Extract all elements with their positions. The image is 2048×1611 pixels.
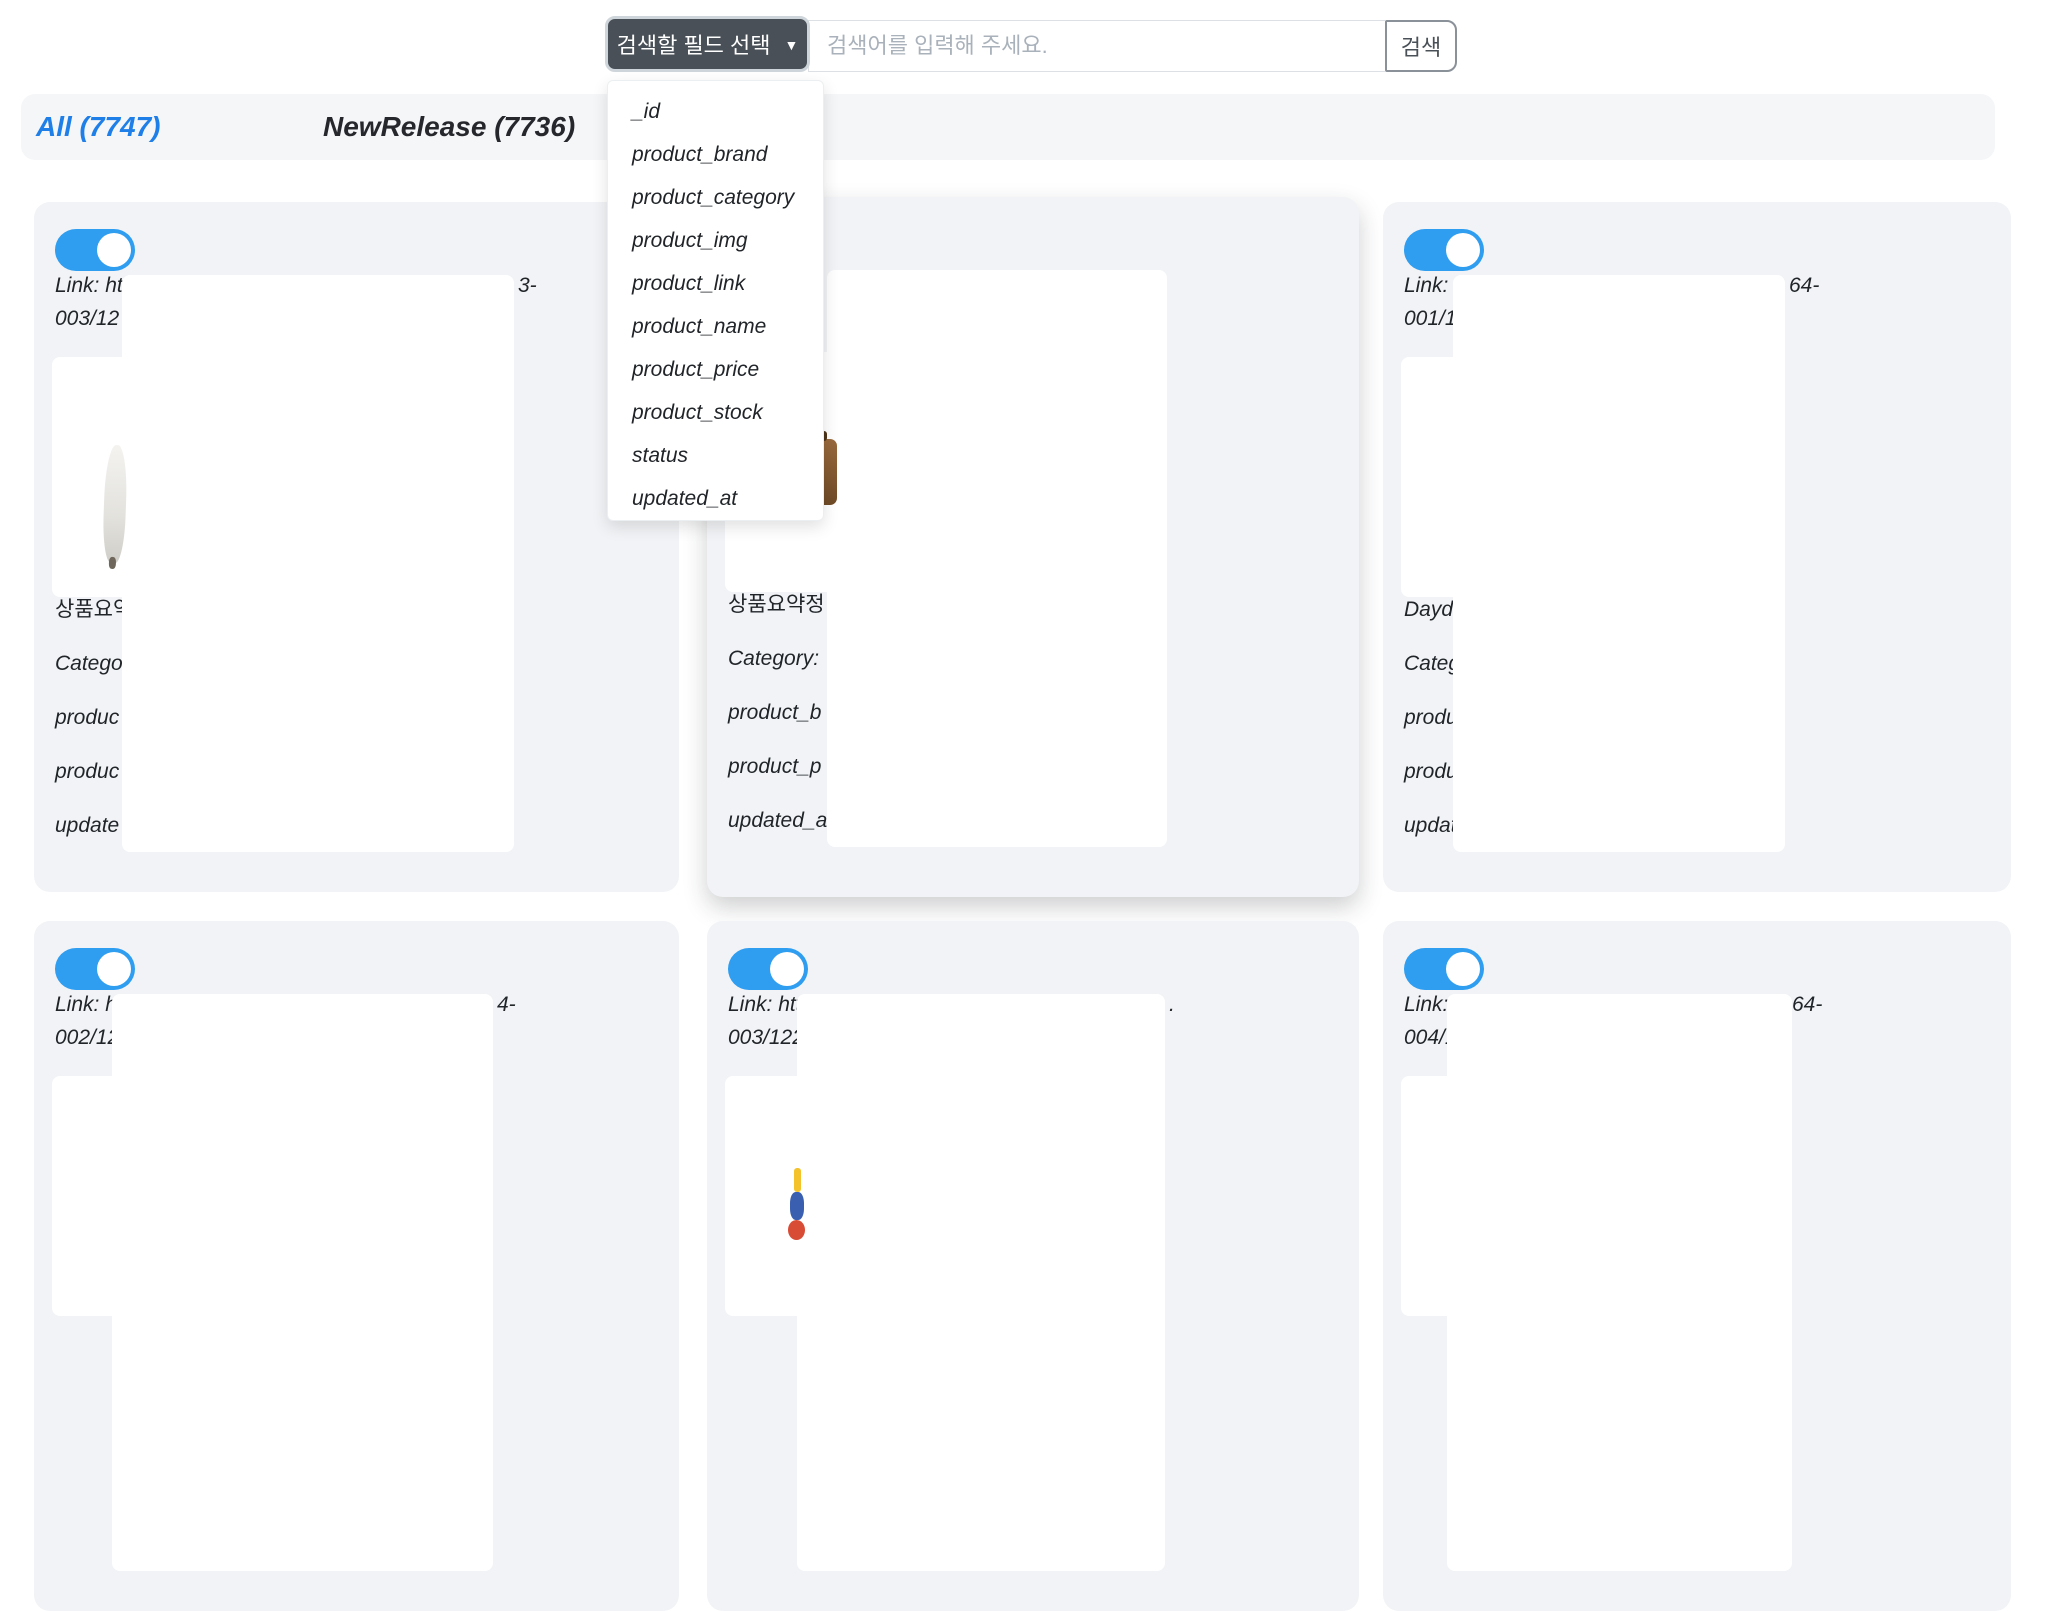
product-category-text: Categ <box>1404 652 1461 675</box>
product-link-text-line2[interactable]: 001/1 <box>1404 307 1457 330</box>
dropdown-item-product-category[interactable]: product_category <box>632 186 795 209</box>
product-card[interactable]: Link: ht 4- 002/12 <box>34 921 679 1611</box>
tab-new-release[interactable]: NewRelease (7736) <box>323 111 576 142</box>
toy-yellow-part <box>794 1168 801 1192</box>
caret-down-icon: ▼ <box>784 37 799 53</box>
search-input[interactable] <box>808 20 1385 72</box>
product-fields: 상품요약 Catego produc produc update <box>55 596 132 866</box>
dropdown-item-product-img[interactable]: product_img <box>632 229 748 252</box>
tab-all[interactable]: All (7747) <box>36 111 161 142</box>
toggle-knob <box>770 952 804 986</box>
dropdown-item-product-brand[interactable]: product_brand <box>632 143 768 166</box>
product-brand-text: product_b <box>728 701 822 724</box>
product-image-large <box>827 270 1167 847</box>
product-link-text-line2[interactable]: 002/12 <box>55 1026 120 1049</box>
product-summary-text: Daydr <box>1404 598 1461 621</box>
status-toggle-on[interactable] <box>55 948 135 990</box>
product-link-text-line2[interactable]: 003/12 <box>55 307 120 330</box>
product-link-text[interactable]: Link: h <box>1404 274 1466 297</box>
product-image-thumb <box>725 1076 865 1316</box>
product-category-text: Catego <box>55 652 123 675</box>
product-link-text[interactable]: Link: ht <box>55 274 123 297</box>
product-image-thumb <box>1401 1076 1541 1316</box>
toggle-knob <box>97 233 131 267</box>
dropdown-item-status[interactable]: status <box>632 444 689 467</box>
white-blade-product-photo <box>101 444 129 564</box>
product-link-text[interactable]: Link: http <box>728 993 814 1016</box>
product-link-text-tail[interactable]: 64- <box>1789 274 1820 297</box>
product-card[interactable]: Link: h 64- 001/1 Daydr Categ produ prod… <box>1383 202 2011 892</box>
product-image-thumb <box>52 1076 192 1316</box>
product-link-text-tail[interactable]: 3- <box>518 274 537 297</box>
product-link-text-line2[interactable]: 004/1 <box>1404 1026 1457 1049</box>
product-fields: Daydr Categ produ produ updat <box>1404 596 1460 866</box>
search-field-select-button[interactable]: 검색할 필드 선택 ▼ <box>605 16 810 72</box>
product-link-text[interactable]: Link: ht <box>55 993 123 1016</box>
product-updated-text: update <box>55 814 120 837</box>
product-image-thumb <box>1401 357 1541 597</box>
toggle-knob <box>97 952 131 986</box>
product-card[interactable]: Link: ht 3- 003/12 상품요약 Catego produc pr… <box>34 202 679 892</box>
product-summary-text: 상품요약정 <box>728 593 825 616</box>
product-price-text: produc <box>55 760 120 783</box>
product-card[interactable]: Link: http . 003/1220 <box>707 921 1359 1611</box>
filter-tabs-bar: All (7747) NewRelease (7736) <box>21 94 1995 160</box>
status-toggle-on[interactable] <box>728 948 808 990</box>
dropdown-item-product-price[interactable]: product_price <box>632 358 760 381</box>
toggle-knob <box>1446 952 1480 986</box>
status-toggle-on[interactable] <box>55 229 135 271</box>
search-field-dropdown-menu: _id product_brand product_category produ… <box>607 80 824 521</box>
product-price-text: produ <box>1404 760 1458 783</box>
product-summary-text: 상품요약 <box>55 598 133 621</box>
toy-figure-product-photo <box>787 1168 807 1298</box>
dropdown-item-product-name[interactable]: product_name <box>632 315 767 338</box>
dropdown-item-product-stock[interactable]: product_stock <box>632 401 763 424</box>
dropdown-item-product-link[interactable]: product_link <box>632 272 746 295</box>
status-toggle-on[interactable] <box>1404 229 1484 271</box>
product-brand-text: produ <box>1404 706 1458 729</box>
toy-blue-part <box>790 1192 804 1220</box>
product-card-grid: Link: ht 3- 003/12 상품요약 Catego produc pr… <box>34 197 2014 1611</box>
product-card[interactable]: Link: h 64- 004/1 <box>1383 921 2011 1611</box>
product-updated-text: updated_a <box>728 809 828 832</box>
product-link-text-line2[interactable]: 003/1220 <box>728 1026 816 1049</box>
product-image-thumb <box>52 357 192 597</box>
toy-red-part <box>788 1220 805 1240</box>
product-admin-page: { "search": { "field_select_label": "검색할… <box>0 0 2048 1240</box>
dropdown-item-id[interactable]: _id <box>632 100 661 123</box>
product-link-text-tail[interactable]: 64- <box>1792 993 1823 1016</box>
product-price-text: product_p <box>728 755 822 778</box>
toggle-knob <box>1446 233 1480 267</box>
product-fields: 상품요약정 Category: product_b product_p upda… <box>728 591 827 861</box>
search-button[interactable]: 검색 <box>1385 20 1457 72</box>
product-link-text-tail[interactable]: . <box>1169 993 1175 1016</box>
product-link-text-tail[interactable]: 4- <box>497 993 516 1016</box>
product-category-text: Category: <box>728 647 820 670</box>
product-brand-text: produc <box>55 706 120 729</box>
search-field-select-label: 검색할 필드 선택 <box>616 33 771 58</box>
status-toggle-on[interactable] <box>1404 948 1484 990</box>
product-updated-text: updat <box>1404 814 1457 837</box>
dropdown-item-updated-at[interactable]: updated_at <box>632 487 738 510</box>
